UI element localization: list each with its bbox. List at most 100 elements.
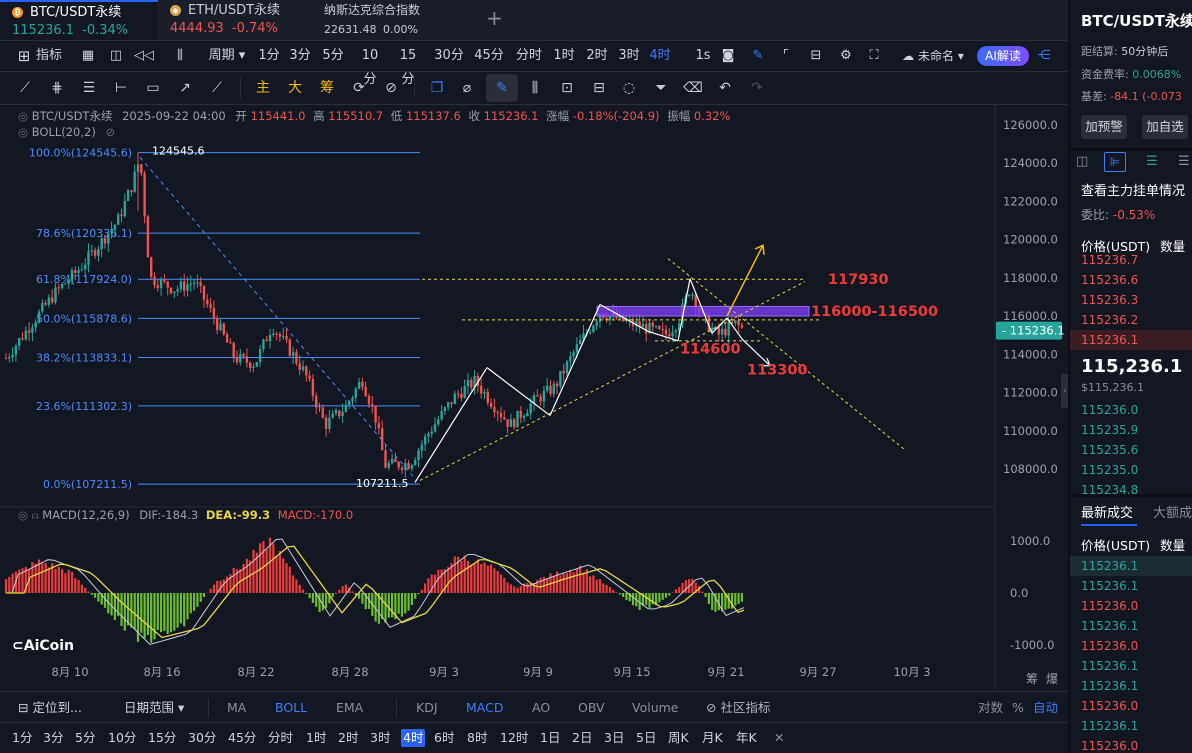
redo-icon[interactable]: ↷	[751, 80, 763, 96]
lock-icon[interactable]: ⊡	[561, 80, 573, 96]
add-alert-button[interactable]: 加预警	[1081, 115, 1127, 139]
sync-icon[interactable]: ⟳	[353, 80, 365, 96]
main-button[interactable]: 主	[256, 80, 270, 96]
price-chart[interactable]: 126000.0 124000.0 122000.0 120000.0 118000.0…	[0, 105, 1070, 690]
bottom-interval-13[interactable]: 8时	[467, 730, 488, 745]
fullscreen-icon[interactable]: ⛶	[869, 48, 879, 63]
hlines-icon[interactable]: ☰	[82, 80, 96, 96]
depth-bids-icon[interactable]: ☰	[1146, 154, 1158, 169]
depth-list-icon[interactable]: ⊫	[1104, 152, 1126, 172]
chip-button[interactable]: 筹	[320, 80, 334, 96]
arrow-icon[interactable]: ↗	[179, 80, 191, 96]
large-button[interactable]: 大	[288, 80, 302, 96]
date-range-dropdown[interactable]: 日期范围 ▾	[124, 700, 185, 715]
interval-11[interactable]: 4时	[649, 48, 671, 63]
note-icon[interactable]: ⊟	[593, 80, 605, 96]
bottom-interval-6[interactable]: 45分	[228, 730, 257, 745]
camera-icon[interactable]: ◙	[721, 48, 735, 63]
ind-ema[interactable]: EMA	[336, 700, 364, 715]
calendar-icon[interactable]: ▦	[81, 48, 95, 63]
eye-icon[interactable]: ◎	[18, 125, 29, 139]
interval-9[interactable]: 2时	[586, 48, 608, 63]
bottom-interval-12[interactable]: 6时	[434, 730, 455, 745]
interval-7[interactable]: 分时	[515, 48, 542, 63]
bottom-interval-21[interactable]: 年K	[736, 730, 757, 745]
big-trades-tab[interactable]: 大额成	[1153, 506, 1192, 521]
rewind-icon[interactable]: ◁◁	[134, 48, 154, 63]
bottom-interval-10[interactable]: 3时	[370, 730, 391, 745]
close-icon[interactable]: ✕	[774, 730, 785, 745]
bottom-interval-0[interactable]: 1分	[12, 730, 33, 745]
crop-icon[interactable]: ⌜	[782, 48, 790, 63]
bottom-interval-2[interactable]: 5分	[75, 730, 96, 745]
interval-1[interactable]: 3分	[289, 48, 311, 63]
bottom-interval-17[interactable]: 3日	[604, 730, 625, 745]
bottom-interval-9[interactable]: 2时	[338, 730, 359, 745]
interval-12[interactable]: 1s	[695, 48, 711, 63]
percent-scale-toggle[interactable]: %	[1012, 700, 1024, 715]
x-axis-burst[interactable]: 爆	[1046, 672, 1059, 686]
community-indicators[interactable]: ⊘ 社区指标	[706, 700, 771, 715]
bottom-interval-1[interactable]: 3分	[43, 730, 64, 745]
interval-3[interactable]: 10分	[361, 48, 379, 87]
ind-boll[interactable]: BOLL	[275, 700, 308, 715]
trades-tab[interactable]: 最新成交	[1081, 506, 1134, 521]
share-icon[interactable]: ⋲	[1037, 48, 1051, 63]
indicators-icon[interactable]: ⊞	[17, 47, 31, 65]
ind-volume[interactable]: Volume	[632, 700, 679, 715]
draw-pen-icon[interactable]: ✎	[752, 48, 764, 63]
undo-icon[interactable]: ↶	[719, 80, 731, 96]
ind-ao[interactable]: AO	[532, 700, 551, 715]
eye-icon[interactable]: ◎	[18, 508, 29, 522]
bars-icon[interactable]: ⫼	[531, 80, 539, 96]
ind-obv[interactable]: OBV	[578, 700, 605, 715]
interval-10[interactable]: 3时	[618, 48, 640, 63]
eye-icon[interactable]: ◎	[18, 109, 29, 123]
bottom-interval-7[interactable]: 分时	[268, 730, 294, 745]
parallel-icon[interactable]: ⋕	[51, 80, 63, 96]
trendline-icon[interactable]: ⟋	[20, 80, 30, 96]
bottom-interval-19[interactable]: 周K	[668, 730, 689, 745]
interval-8[interactable]: 1时	[553, 48, 575, 63]
locate-button[interactable]: ⊟ 定位到...	[18, 700, 82, 715]
bottom-interval-8[interactable]: 1时	[306, 730, 327, 745]
copy-icon[interactable]: ❐	[430, 80, 444, 96]
auto-scale-toggle[interactable]: 自动	[1033, 700, 1059, 715]
hide-drawings-icon[interactable]: ⊘	[385, 80, 397, 96]
candle-type-icon[interactable]: ⫼	[177, 48, 183, 63]
bottom-interval-3[interactable]: 10分	[108, 730, 137, 745]
eraser-icon[interactable]: ⌀	[462, 80, 472, 96]
layout-dropdown[interactable]: ☁ 未命名 ▾	[902, 49, 964, 63]
tab-eth[interactable]: ◆ ETH/USDT永续 4444.93 -0.74%	[158, 0, 310, 40]
bottom-interval-15[interactable]: 1日	[540, 730, 561, 745]
layout-icon[interactable]: ◫	[109, 48, 123, 63]
brush-icon[interactable]: ✎	[496, 80, 508, 96]
bottom-interval-4[interactable]: 15分	[148, 730, 177, 745]
add-tab-button[interactable]: +	[486, 6, 503, 30]
period-dropdown[interactable]: 周期 ▾	[208, 48, 246, 63]
ai-analysis-button[interactable]: AI解读	[977, 46, 1029, 66]
filter-icon[interactable]: ⏷	[655, 80, 667, 96]
magnet-icon[interactable]: ◌	[622, 80, 636, 96]
bottom-interval-18[interactable]: 5日	[636, 730, 657, 745]
ind-kdj[interactable]: KDJ	[416, 700, 438, 715]
trash-icon[interactable]: ⌫	[683, 80, 703, 96]
add-favorite-button[interactable]: 加自选	[1142, 115, 1188, 139]
bottom-interval-5[interactable]: 30分	[188, 730, 217, 745]
bottom-interval-16[interactable]: 2日	[572, 730, 593, 745]
log-scale-toggle[interactable]: 对数	[978, 700, 1004, 715]
bottom-interval-11[interactable]: 4时	[401, 729, 426, 747]
interval-6[interactable]: 45分	[474, 48, 504, 63]
bottom-interval-20[interactable]: 月K	[702, 730, 723, 745]
interval-2[interactable]: 5分	[322, 48, 344, 63]
template-icon[interactable]: ⊟	[810, 48, 822, 63]
ind-ma[interactable]: MA	[227, 700, 247, 715]
expand-panel-handle[interactable]: ›	[1061, 374, 1069, 408]
tab-btc[interactable]: ₿ BTC/USDT永续 115236.1 -0.34%	[0, 0, 158, 40]
depth-both-icon[interactable]: ◫	[1076, 154, 1089, 169]
interval-4[interactable]: 15分	[399, 48, 417, 87]
tab-nasdaq[interactable]: 纳斯达克综合指数 22631.48 0.00%	[310, 0, 460, 40]
interval-0[interactable]: 1分	[258, 48, 280, 63]
hide-icon[interactable]: ⊘	[105, 125, 116, 139]
rectangle-icon[interactable]: ▭	[146, 80, 160, 96]
